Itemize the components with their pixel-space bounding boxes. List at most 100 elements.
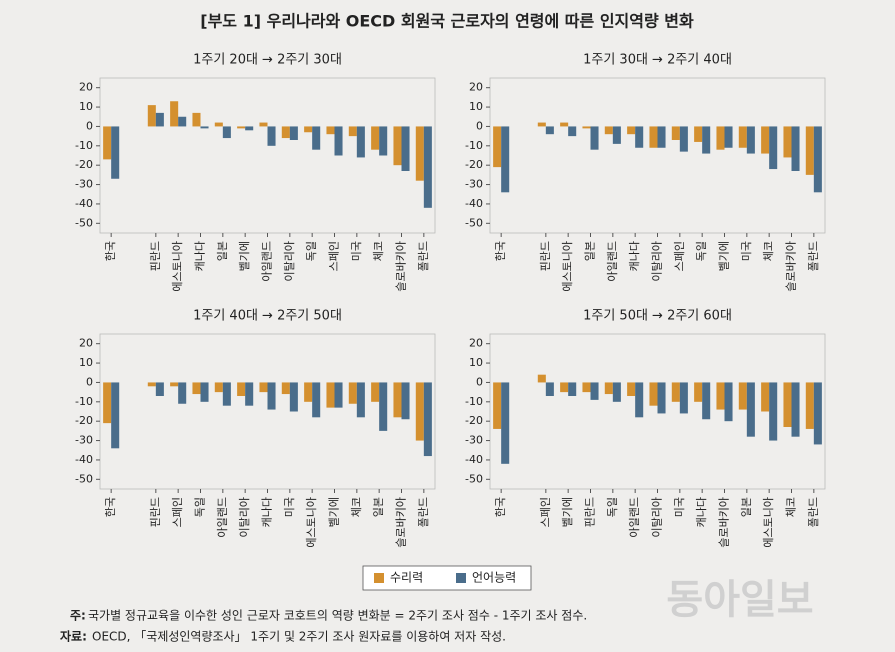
x-tick-label: 에스토니아 <box>171 241 184 292</box>
x-tick-label: 미국 <box>283 497 296 517</box>
x-tick-label: 미국 <box>673 497 686 517</box>
bar <box>694 382 703 402</box>
x-tick-label: 체코 <box>350 497 363 517</box>
legend-box <box>362 565 532 591</box>
bar <box>103 382 112 424</box>
bar <box>501 382 510 464</box>
note-text: 국가별 정규교육을 이수한 성인 근로자 코호트의 역량 변화분 = 2주기 조… <box>88 609 587 623</box>
y-tick-label: 10 <box>79 100 93 113</box>
bar <box>245 126 254 131</box>
x-tick-label: 벨기에 <box>718 241 731 271</box>
bar <box>334 126 343 156</box>
bar <box>783 382 792 427</box>
bar <box>178 116 187 127</box>
y-tick-label: 20 <box>469 81 483 94</box>
bar <box>537 122 546 127</box>
bar <box>356 382 365 418</box>
x-tick-label: 핀란드 <box>539 241 552 271</box>
bar <box>289 126 298 140</box>
bar <box>267 382 276 410</box>
bar <box>627 126 636 135</box>
bar <box>612 126 621 144</box>
bar <box>192 382 201 395</box>
x-tick-label: 이탈리아 <box>283 241 296 281</box>
bar <box>805 126 814 175</box>
x-tick-label: 일본 <box>583 241 597 261</box>
y-tick-label: 10 <box>79 356 93 369</box>
bar <box>423 126 432 208</box>
x-tick-label: 폴란드 <box>807 497 820 527</box>
y-tick-label: 0 <box>476 119 483 132</box>
y-tick-label: 20 <box>79 81 93 94</box>
y-tick-label: -50 <box>75 216 93 229</box>
bar <box>627 382 636 396</box>
x-tick-label: 아일랜드 <box>605 241 619 281</box>
x-tick-label: 한국 <box>104 241 117 261</box>
y-tick-label: 20 <box>79 337 93 350</box>
x-tick-label: 일본 <box>371 497 385 517</box>
y-tick-label: -20 <box>75 414 93 427</box>
bar <box>401 382 410 420</box>
bar <box>289 382 298 412</box>
x-tick-label: 스페인 <box>673 241 686 271</box>
x-tick-label: 벨기에 <box>328 497 341 527</box>
y-tick-label: -30 <box>465 178 483 191</box>
x-tick-label: 스페인 <box>171 497 184 527</box>
x-tick-label: 폴란드 <box>417 241 430 271</box>
bar <box>371 126 380 150</box>
bar <box>694 126 703 142</box>
source-text: OECD, 「국제성인역량조사」 1주기 및 2주기 조사 원자료를 이용하여 … <box>92 630 506 644</box>
bar <box>657 126 666 148</box>
x-tick-label: 독일 <box>605 497 619 517</box>
y-tick-label: -50 <box>75 472 93 485</box>
bar <box>415 382 424 441</box>
x-tick-label: 에스토니아 <box>561 241 574 292</box>
x-tick-label: 미국 <box>740 241 753 261</box>
x-tick-label: 한국 <box>494 241 507 261</box>
bar <box>813 382 822 445</box>
bar <box>679 382 688 414</box>
bar <box>178 382 187 404</box>
y-tick-label: -30 <box>75 178 93 191</box>
bar <box>348 126 357 137</box>
bar <box>560 122 569 127</box>
bar <box>761 126 770 154</box>
y-tick-label: -20 <box>465 414 483 427</box>
x-tick-label: 체코 <box>785 497 798 517</box>
bar <box>590 126 599 150</box>
x-tick-label: 슬로바키아 <box>718 497 731 548</box>
x-tick-label: 핀란드 <box>149 241 162 271</box>
x-tick-label: 에스토니아 <box>762 497 775 548</box>
x-tick-label: 아일랜드 <box>260 241 274 281</box>
bar <box>200 382 209 402</box>
bar <box>200 126 209 129</box>
y-tick-label: -50 <box>465 216 483 229</box>
panel-title: 1주기 40대 → 2주기 50대 <box>193 309 342 324</box>
bar <box>326 382 335 408</box>
y-tick-label: 0 <box>86 375 93 388</box>
bar <box>635 126 644 148</box>
x-tick-label: 일본 <box>215 241 229 261</box>
legend-swatch <box>456 573 466 583</box>
x-tick-label: 아일랜드 <box>627 497 641 537</box>
y-tick-label: -20 <box>75 158 93 171</box>
bar <box>237 126 246 129</box>
x-tick-label: 캐나다 <box>194 241 207 271</box>
bar <box>805 382 814 429</box>
x-tick-label: 미국 <box>350 241 363 261</box>
bar <box>147 382 156 387</box>
bar <box>649 126 658 148</box>
bar <box>582 382 591 393</box>
x-tick-label: 한국 <box>494 497 507 517</box>
x-tick-label: 일본 <box>739 497 753 517</box>
x-tick-label: 체코 <box>372 241 385 261</box>
bar <box>103 126 112 160</box>
bar <box>769 382 778 441</box>
bar <box>237 382 246 396</box>
bar <box>304 126 313 133</box>
x-tick-label: 독일 <box>304 241 318 261</box>
bar <box>245 382 254 406</box>
x-tick-label: 스페인 <box>328 241 341 271</box>
bar <box>312 126 321 150</box>
